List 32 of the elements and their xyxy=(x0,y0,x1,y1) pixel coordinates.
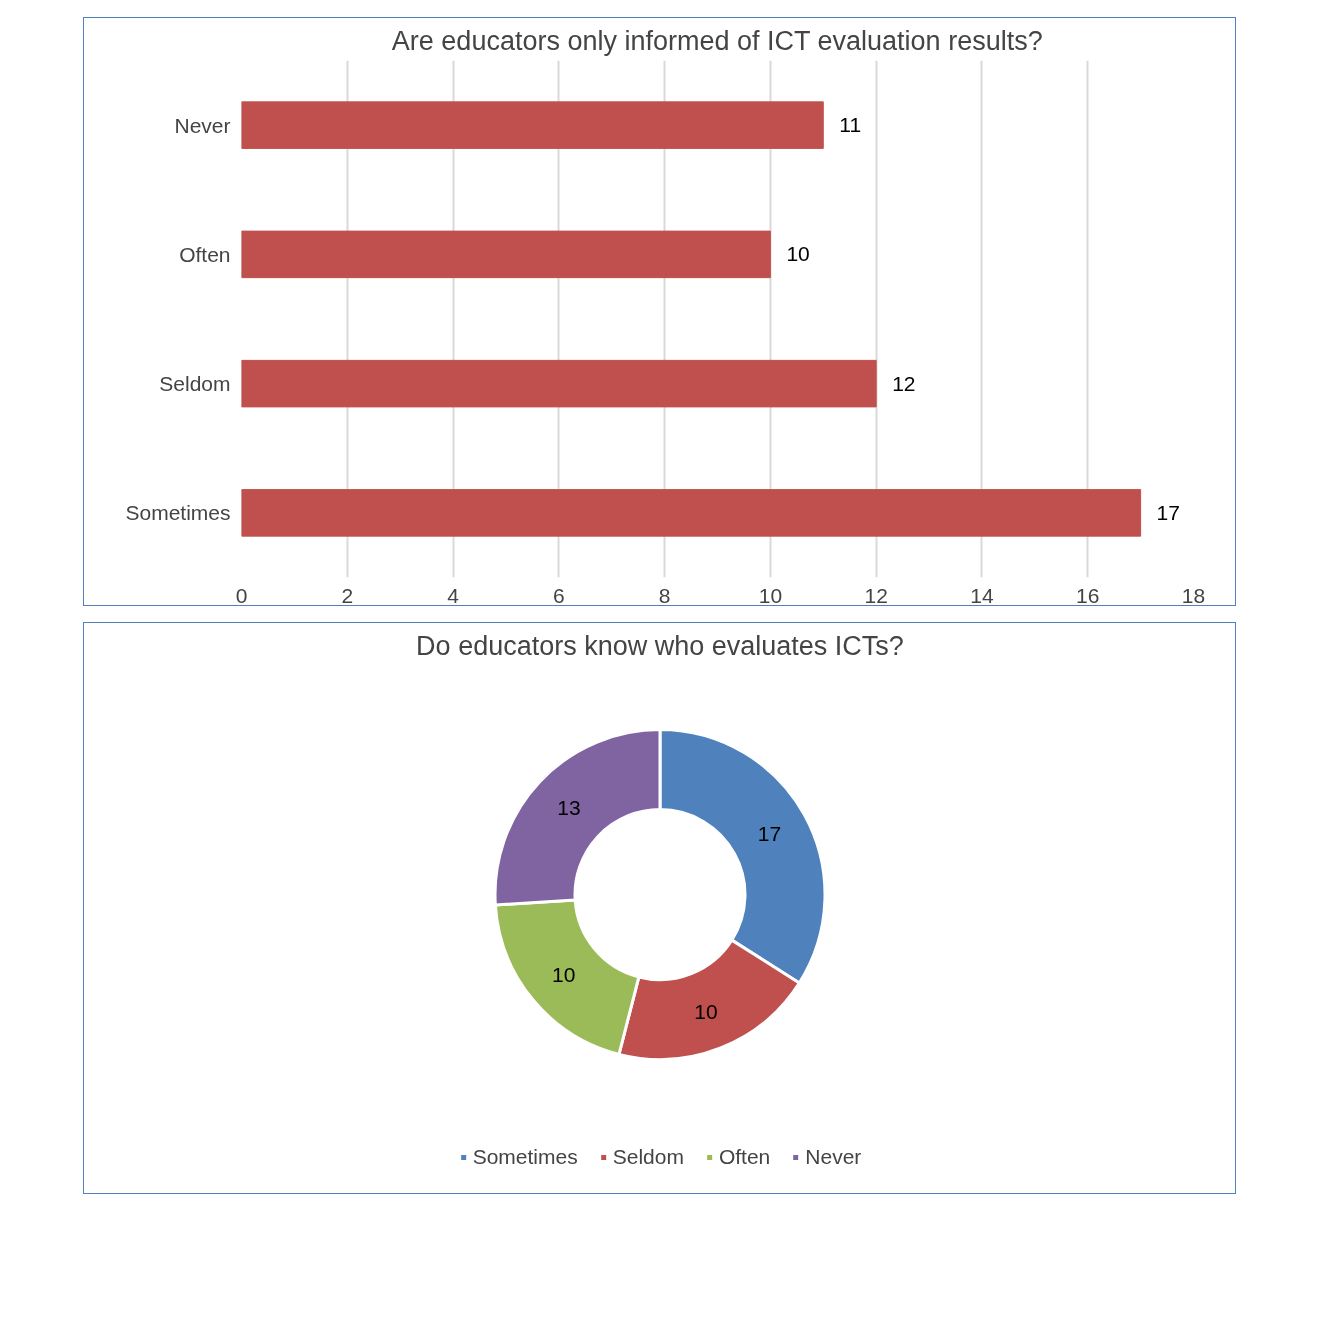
bar xyxy=(241,230,771,279)
x-tick-label: 16 xyxy=(1076,583,1100,607)
x-tick-label: 8 xyxy=(658,583,671,607)
x-tick-label: 4 xyxy=(447,583,460,607)
x-tick-label: 10 xyxy=(758,583,783,607)
bar xyxy=(241,489,1142,537)
data-label: 10 xyxy=(552,963,576,987)
x-tick-label: 6 xyxy=(552,583,565,607)
data-label: 13 xyxy=(557,795,581,819)
data-label: 12 xyxy=(892,371,916,395)
data-label: 17 xyxy=(1156,500,1180,524)
data-label: 17 xyxy=(757,821,782,845)
y-tick-label: Sometimes xyxy=(125,501,231,525)
chart-title: Are educators only informed of ICT evaluation results? xyxy=(391,25,1043,56)
y-tick-label: Often xyxy=(179,242,231,266)
data-label: 10 xyxy=(694,1000,718,1024)
chart-title: Do educators know who evaluates ICTs? xyxy=(416,630,904,661)
x-tick-label: 14 xyxy=(970,583,994,607)
data-label: 10 xyxy=(786,242,810,266)
legend-label: Often xyxy=(718,1145,771,1169)
legend-label: Sometimes xyxy=(472,1145,578,1169)
x-tick-label: 0 xyxy=(235,583,248,607)
x-tick-label: 18 xyxy=(1181,583,1206,607)
x-tick-label: 2 xyxy=(341,583,354,607)
legend-label: Never xyxy=(805,1145,862,1169)
bar xyxy=(241,101,824,149)
y-tick-label: Seldom xyxy=(159,372,231,396)
bar xyxy=(241,359,877,408)
y-tick-label: Never xyxy=(174,113,231,137)
legend-label: Seldom xyxy=(612,1145,684,1169)
x-tick-label: 12 xyxy=(864,583,888,607)
data-label: 11 xyxy=(839,113,862,137)
